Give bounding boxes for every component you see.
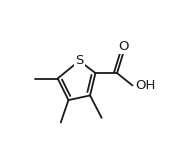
Text: S: S — [75, 54, 83, 67]
Text: OH: OH — [135, 79, 155, 92]
Text: O: O — [119, 40, 129, 53]
